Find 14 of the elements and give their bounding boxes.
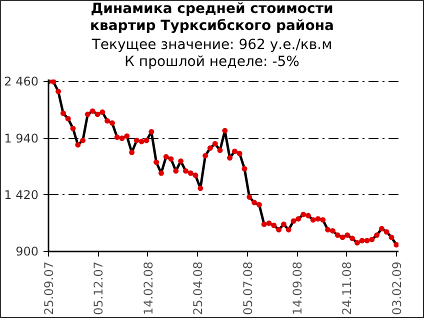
x-tick-label: 05.12.07 bbox=[92, 262, 106, 315]
y-tick-label: 1 940 bbox=[4, 131, 39, 146]
y-tick-label: 900 bbox=[16, 244, 38, 258]
y-tick-label: 1 420 bbox=[4, 188, 39, 202]
chart-title: Динамика средней стоимости квартир Турксибского района bbox=[90, 1, 334, 35]
y-tick-label: 2 460 bbox=[4, 74, 39, 89]
x-tick-label: 03.02.09 bbox=[390, 262, 404, 315]
x-tick-label: 05.07.08 bbox=[240, 262, 255, 315]
x-tick-label: 25.04.08 bbox=[191, 262, 206, 315]
x-tick-label: 25.09.07 bbox=[42, 262, 56, 315]
x-tick-label: 14.02.08 bbox=[141, 262, 156, 315]
chart-subtitle: Текущее значение: 962 у.е./кв.м К прошлой неделе: -5% bbox=[92, 37, 332, 71]
x-tick-label: 14.09.08 bbox=[290, 262, 304, 315]
x-tick-label: 24.11.08 bbox=[340, 262, 354, 315]
